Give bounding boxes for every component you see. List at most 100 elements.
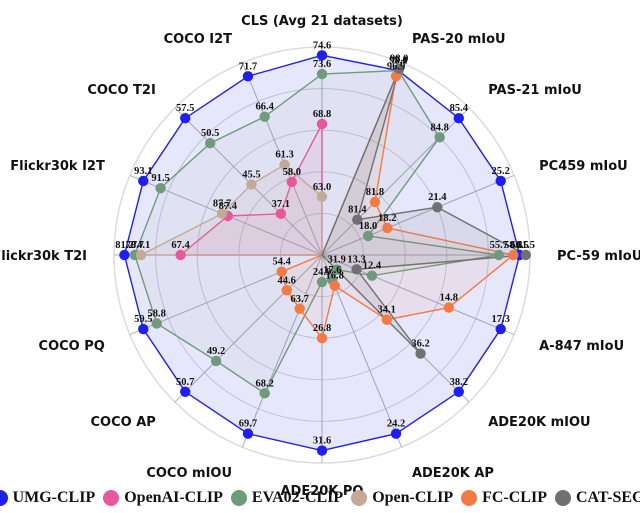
value-label: 14.8 [440,293,458,304]
radar-series-polygons [123,54,529,452]
value-label: 24.2 [387,419,405,430]
legend-label: OpenAI-CLIP [124,489,223,506]
axis-spoke [241,254,323,448]
value-label: 12.4 [363,261,382,272]
data-point [443,302,455,313]
value-label: 50.5 [201,128,219,139]
value-label: 58.8 [148,308,166,319]
value-label: 97.1 [389,56,407,67]
axis-label: ADE20K mIOU [488,415,590,430]
data-point [119,249,130,261]
chart-legend: UMG-CLIP OpenAI-CLIP EVA02-CLIP Open-CLI… [0,486,640,510]
axis-label: COCO PQ [39,339,105,354]
value-label: 13.3 [347,254,365,265]
axis-label: A-847 mIoU [539,339,624,354]
legend-marker-icon [554,490,571,506]
value-label: 63.7 [291,294,309,305]
value-label: 78.7 [126,240,144,251]
legend-item-eva02-clip[interactable]: EVA02-CLIP [230,489,344,507]
data-point [155,182,166,194]
legend-item-open-clip[interactable]: Open-CLIP [351,489,453,507]
data-point [316,68,328,80]
data-point [316,118,328,130]
data-point [362,230,374,242]
axis-label: COCO T2I [87,83,155,98]
radar-series-points [119,50,532,456]
data-point [432,202,443,213]
value-label: 98.0 [389,56,407,67]
data-point [281,285,292,296]
axis-spoke [321,107,470,256]
value-label: 67.4 [171,240,190,251]
legend-item-cat-seg[interactable]: CAT-SEG [554,489,640,507]
data-point [259,111,270,122]
value-label: 61.5 [517,240,535,251]
axis-label: PC459 mIoU [539,159,628,174]
data-point [242,428,254,439]
data-point [520,249,532,261]
value-label: 60.5 [510,240,528,251]
value-label: 81.2 [115,240,133,251]
legend-marker-icon [0,490,8,506]
axis-label: ADE20K AP [412,466,494,481]
value-label: 31.9 [328,255,346,266]
value-label: 74.1 [132,240,150,251]
data-point [495,323,506,335]
data-point [242,71,254,82]
data-point [434,132,445,143]
legend-label: CAT-SEG [575,489,640,506]
data-point [175,249,186,261]
value-label: 63.0 [313,182,331,193]
legend-item-openai-clip[interactable]: OpenAI-CLIP [103,489,223,507]
legend-item-umg-clip[interactable]: UMG-CLIP [0,489,95,507]
value-label: 85.4 [450,103,469,114]
legend-item-fc-clip[interactable]: FC-CLIP [461,489,547,507]
data-point [415,348,426,359]
value-label: 91.5 [151,173,169,184]
data-point [259,388,270,399]
value-label: 71.7 [239,61,257,72]
value-label: 36.2 [411,339,429,350]
data-point [180,113,191,124]
value-label: 81.8 [366,187,384,198]
data-point [276,266,287,277]
data-point [366,270,378,281]
axis-label: PAS-20 mIoU [412,32,506,47]
legend-label: EVA02-CLIP [251,489,344,506]
data-point [329,280,340,291]
data-point [316,50,328,61]
value-label: 59.5 [134,314,152,325]
value-label: 25.2 [492,166,510,177]
data-point [279,159,290,170]
data-point [382,222,393,234]
value-label: 24.9 [313,267,331,278]
data-point [352,214,363,225]
value-label: 84.8 [430,122,448,133]
data-point [390,428,402,439]
data-point [316,191,328,202]
legend-label: UMG-CLIP [12,489,96,506]
value-label: 31.6 [313,436,331,447]
value-label: 87.4 [219,201,238,212]
value-label: 17.3 [492,314,510,325]
value-label: 73.6 [313,59,331,70]
value-label: 44.6 [278,275,296,286]
value-label: 16.8 [326,271,344,282]
data-point [493,249,504,261]
value-label: 45.5 [242,169,260,180]
data-point [246,179,257,190]
value-label: 49.2 [207,346,225,357]
value-label: 69.7 [239,419,257,430]
value-label: 37.1 [272,199,290,210]
data-point [138,175,149,187]
axis-label: PAS-21 mIoU [488,83,582,98]
data-point [210,355,222,367]
axis-label: COCO mIOU [146,466,232,481]
value-label: 96.9 [387,61,405,72]
data-point [394,63,405,74]
data-point [453,386,464,397]
legend-marker-icon [351,490,368,506]
value-label: 87.7 [213,199,231,210]
value-label: 98.0 [390,54,408,65]
